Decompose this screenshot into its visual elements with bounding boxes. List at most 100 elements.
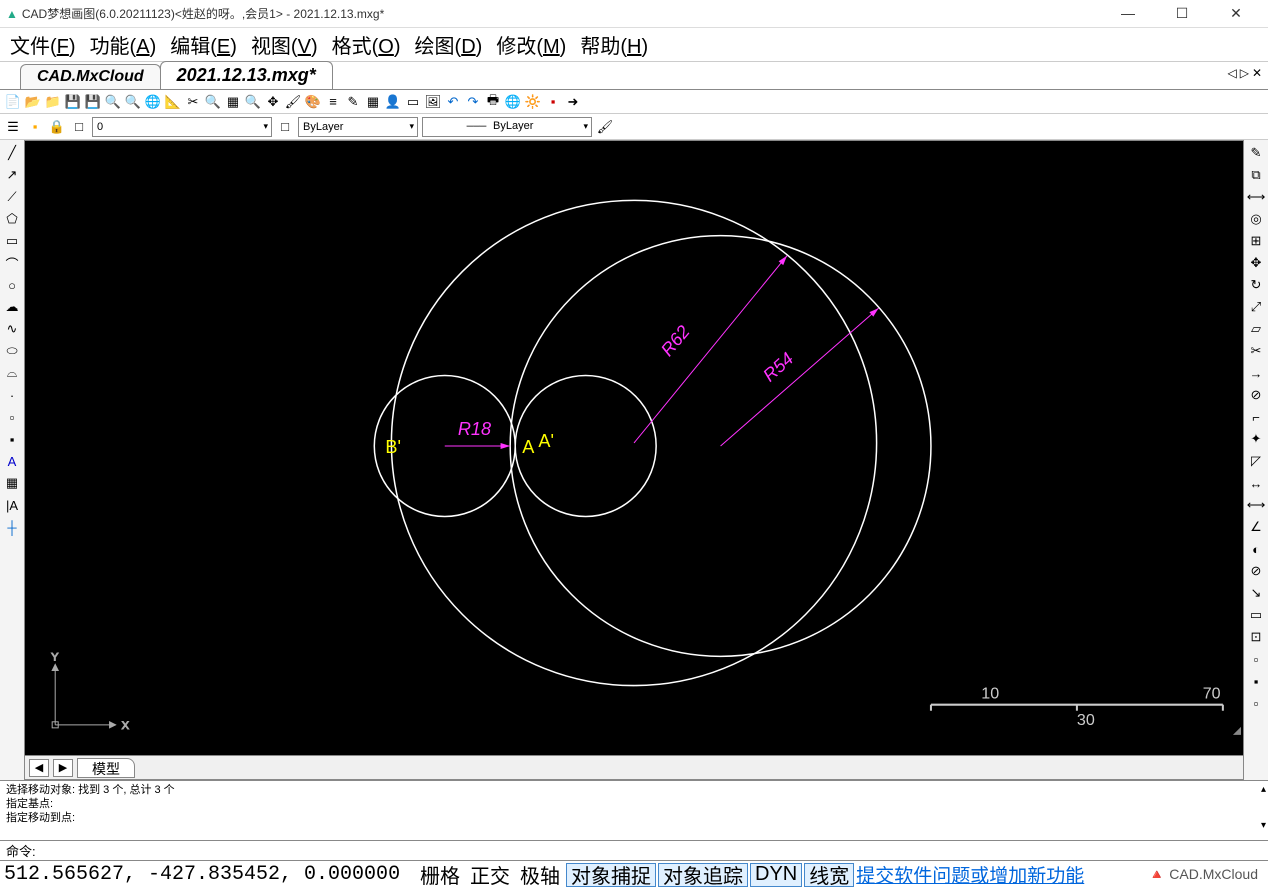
fillet-icon[interactable]: ⌐	[1247, 408, 1265, 426]
menu-file[interactable]: 文件(F)	[10, 30, 76, 59]
menu-func[interactable]: 功能(A)	[90, 30, 157, 59]
save-icon[interactable]: 💾	[64, 93, 82, 111]
tab-current[interactable]: 2021.12.13.mxg*	[160, 61, 333, 89]
maximize-button[interactable]: ☐	[1164, 5, 1200, 22]
zoom2-icon[interactable]: 🔍	[244, 93, 262, 111]
ellipsearc-icon[interactable]: ⌓	[3, 364, 21, 382]
arc-icon[interactable]: ⌒	[3, 254, 21, 272]
close-button[interactable]: ✕	[1218, 5, 1254, 22]
pen-icon[interactable]: ✎	[344, 93, 362, 111]
pan-icon[interactable]: ✥	[264, 93, 282, 111]
cut-icon[interactable]: ✂	[184, 93, 202, 111]
menu-modify[interactable]: 修改(M)	[496, 30, 566, 59]
spline-icon[interactable]: ∿	[3, 320, 21, 338]
layer-lock-icon[interactable]: 🔒	[48, 118, 66, 136]
select-icon[interactable]: ▭	[404, 93, 422, 111]
xline-icon[interactable]: ↗	[3, 166, 21, 184]
layer-dropdown[interactable]: 0	[92, 117, 272, 137]
pdf-icon[interactable]: ▪	[544, 93, 562, 111]
find-icon[interactable]: 👤	[384, 93, 402, 111]
brush2-icon[interactable]: 🖌	[596, 118, 614, 136]
grp3-icon[interactable]: ▪	[1247, 672, 1265, 690]
model-tab[interactable]: 模型	[77, 758, 135, 778]
array-icon[interactable]: ⊞	[1247, 232, 1265, 250]
tab-cloud[interactable]: CAD.MxCloud	[20, 64, 161, 89]
status-正交[interactable]: 正交	[466, 863, 514, 887]
revcloud-icon[interactable]: ☁	[3, 298, 21, 316]
color-swatch-icon[interactable]: □	[276, 118, 294, 136]
scroll-down-icon[interactable]: ▾	[1261, 819, 1266, 833]
feedback-link[interactable]: 提交软件问题或增加新功能	[856, 861, 1084, 888]
tol-icon[interactable]: ▭	[1247, 606, 1265, 624]
open-icon[interactable]: 📂	[24, 93, 42, 111]
export-icon[interactable]: ➜	[564, 93, 582, 111]
scroll-up-icon[interactable]: ▴	[1261, 783, 1266, 797]
tabs-scroll-right-icon[interactable]: ▷	[1240, 66, 1249, 80]
zoom-win-icon[interactable]: 🔍	[104, 93, 122, 111]
chamfer-icon[interactable]: ◸	[1247, 452, 1265, 470]
mtext-icon[interactable]: |A	[3, 496, 21, 514]
info-icon[interactable]: 🔆	[524, 93, 542, 111]
grid-icon[interactable]: ▦	[364, 93, 382, 111]
status-栅格[interactable]: 栅格	[416, 863, 464, 887]
new-icon[interactable]: 📄	[4, 93, 22, 111]
ellipse-icon[interactable]: ⬭	[3, 342, 21, 360]
measure-icon[interactable]: 📐	[164, 93, 182, 111]
leader-icon[interactable]: ↘	[1247, 584, 1265, 602]
minimize-button[interactable]: —	[1110, 5, 1146, 22]
menu-edit[interactable]: 编辑(E)	[170, 30, 237, 59]
zoom-ext-icon[interactable]: 🌐	[144, 93, 162, 111]
extend-icon[interactable]: →	[1247, 364, 1265, 382]
image-icon[interactable]: 🖼	[424, 93, 442, 111]
open2-icon[interactable]: 📁	[44, 93, 62, 111]
rotate-icon[interactable]: ↻	[1247, 276, 1265, 294]
stack-icon[interactable]: ≡	[324, 93, 342, 111]
globe-icon[interactable]: 🌐	[504, 93, 522, 111]
redo-icon[interactable]: ↷	[464, 93, 482, 111]
trim-icon[interactable]: ✂	[1247, 342, 1265, 360]
offset-icon[interactable]: ◎	[1247, 210, 1265, 228]
dim-dia-icon[interactable]: ⊘	[1247, 562, 1265, 580]
undo-icon[interactable]: ↶	[444, 93, 462, 111]
hatch-icon[interactable]: ▦	[3, 474, 21, 492]
grp4-icon[interactable]: ▫	[1247, 694, 1265, 712]
scale-icon[interactable]: ⤢	[1247, 298, 1265, 316]
drawing-canvas[interactable]: R18R62R54B'AA' X Y 10 70 30	[25, 141, 1243, 755]
explode-icon[interactable]: ✦	[1247, 430, 1265, 448]
saveas-icon[interactable]: 💾	[84, 93, 102, 111]
layer-mgr-icon[interactable]: ☰	[4, 118, 22, 136]
polygon-icon[interactable]: ⬠	[3, 210, 21, 228]
layer-state-icon[interactable]: ▪	[26, 118, 44, 136]
move-icon[interactable]: ✥	[1247, 254, 1265, 272]
dim-lin-icon[interactable]: ↔	[1247, 474, 1265, 492]
dim-ang-icon[interactable]: ∠	[1247, 518, 1265, 536]
line-icon[interactable]: ╱	[3, 144, 21, 162]
zoom-prev-icon[interactable]: 🔍	[204, 93, 222, 111]
insert-icon[interactable]: ▪	[3, 430, 21, 448]
tabs-close-icon[interactable]: ✕	[1252, 66, 1262, 80]
menu-draw[interactable]: 绘图(D)	[415, 30, 483, 59]
break-icon[interactable]: ⊘	[1247, 386, 1265, 404]
text-icon[interactable]: A	[3, 452, 21, 470]
grp2-icon[interactable]: ▫	[1247, 650, 1265, 668]
layer-color-icon[interactable]: □	[70, 118, 88, 136]
menu-help[interactable]: 帮助(H)	[580, 30, 648, 59]
palette-icon[interactable]: 🎨	[304, 93, 322, 111]
status-DYN[interactable]: DYN	[750, 863, 802, 887]
dim-align-icon[interactable]: ⟷	[1247, 496, 1265, 514]
copy-icon[interactable]: ⧉	[1247, 166, 1265, 184]
block-icon[interactable]: ▫	[3, 408, 21, 426]
status-对象追踪[interactable]: 对象追踪	[658, 863, 748, 887]
mirror-icon[interactable]: ⟷	[1247, 188, 1265, 206]
layout-prev-icon[interactable]: ◀	[29, 759, 49, 777]
status-极轴[interactable]: 极轴	[516, 863, 564, 887]
status-线宽[interactable]: 线宽	[804, 863, 854, 887]
group-icon[interactable]: ⊡	[1247, 628, 1265, 646]
layers-icon[interactable]: ▦	[224, 93, 242, 111]
circle-icon[interactable]: ○	[3, 276, 21, 294]
zoom-in-icon[interactable]: 🔍	[124, 93, 142, 111]
linetype-dropdown[interactable]: ——— ByLayer	[422, 117, 592, 137]
rectangle-icon[interactable]: ▭	[3, 232, 21, 250]
tabs-scroll-left-icon[interactable]: ◁	[1227, 66, 1236, 80]
menu-format[interactable]: 格式(O)	[332, 30, 401, 59]
